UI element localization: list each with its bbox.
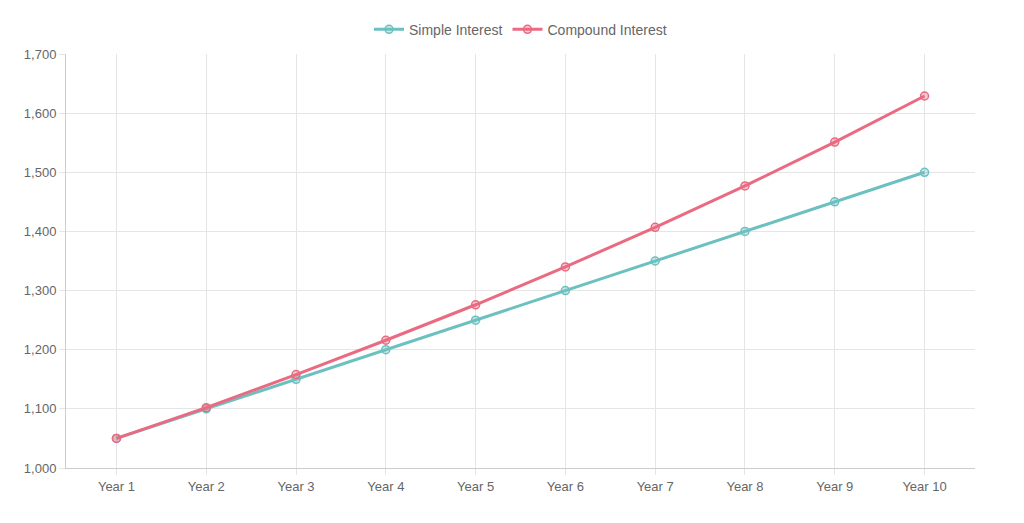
svg-text:Year 8: Year 8	[726, 479, 763, 494]
svg-text:1,700: 1,700	[24, 47, 57, 62]
svg-text:Year 1: Year 1	[98, 479, 135, 494]
svg-text:Year 4: Year 4	[367, 479, 404, 494]
svg-text:Simple Interest: Simple Interest	[409, 22, 502, 38]
svg-text:1,000: 1,000	[24, 461, 57, 476]
svg-text:1,400: 1,400	[24, 224, 57, 239]
svg-text:Year 6: Year 6	[547, 479, 584, 494]
svg-text:1,500: 1,500	[24, 165, 57, 180]
svg-text:Year 9: Year 9	[816, 479, 853, 494]
svg-text:1,100: 1,100	[24, 401, 57, 416]
svg-text:Year 2: Year 2	[188, 479, 225, 494]
svg-text:Year 3: Year 3	[277, 479, 314, 494]
svg-text:1,600: 1,600	[24, 106, 57, 121]
svg-text:1,300: 1,300	[24, 283, 57, 298]
svg-text:Year 5: Year 5	[457, 479, 494, 494]
svg-text:Year 10: Year 10	[902, 479, 946, 494]
svg-text:Compound Interest: Compound Interest	[547, 22, 666, 38]
svg-text:1,200: 1,200	[24, 342, 57, 357]
svg-text:Year 7: Year 7	[637, 479, 674, 494]
